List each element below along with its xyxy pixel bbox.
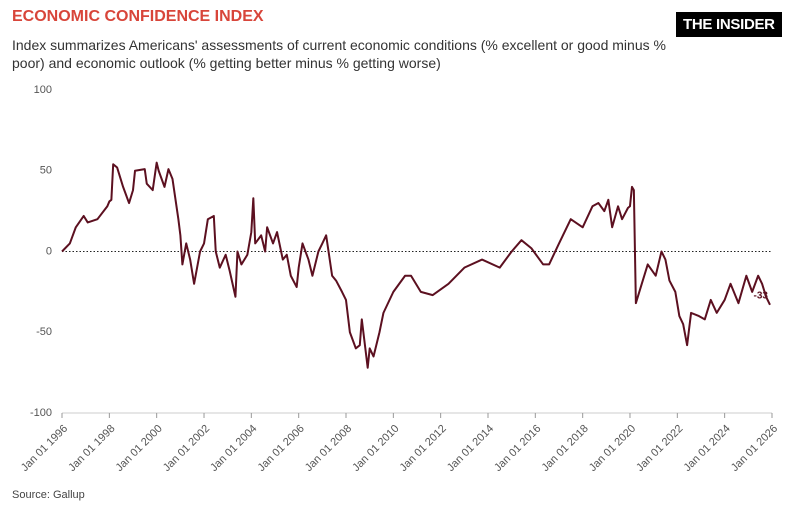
y-tick-label: 0 — [46, 245, 52, 257]
x-tick-label: Jan 01 2018 — [540, 423, 591, 474]
x-tick-label: Jan 01 1998 — [66, 423, 117, 474]
end-label: -33 — [754, 290, 769, 301]
x-tick-label: Jan 01 2012 — [398, 423, 449, 474]
x-tick-label: Jan 01 1996 — [19, 423, 70, 474]
x-tick-label: Jan 01 2014 — [445, 423, 496, 474]
logo: THE INSIDER — [676, 12, 782, 37]
y-tick-label: -100 — [30, 407, 52, 419]
line — [61, 161, 771, 369]
x-tick-label: Jan 01 2022 — [634, 423, 685, 474]
x-tick-label: Jan 01 2024 — [682, 423, 733, 474]
x-tick-label: Jan 01 2020 — [587, 423, 638, 474]
x-tick-label: Jan 01 2002 — [161, 423, 212, 474]
x-tick-label: Jan 01 2004 — [208, 423, 259, 474]
y-tick-label: 50 — [40, 165, 52, 177]
x-tick-label: Jan 01 2008 — [303, 423, 354, 474]
chart-title: ECONOMIC CONFIDENCE INDEX — [12, 8, 264, 25]
x-tick-label: Jan 01 2000 — [114, 423, 165, 474]
y-tick-label: -50 — [36, 326, 52, 338]
chart-subtitle: Index summarizes Americans' assessments … — [12, 37, 666, 71]
x-tick-label: Jan 01 2006 — [256, 423, 307, 474]
source: Source: Gallup — [12, 489, 85, 501]
x-tick-label: Jan 01 2010 — [350, 423, 401, 474]
x-tick-label: Jan 01 2026 — [729, 423, 780, 474]
x-tick-label: Jan 01 2016 — [492, 423, 543, 474]
y-tick-label: 100 — [34, 84, 52, 96]
